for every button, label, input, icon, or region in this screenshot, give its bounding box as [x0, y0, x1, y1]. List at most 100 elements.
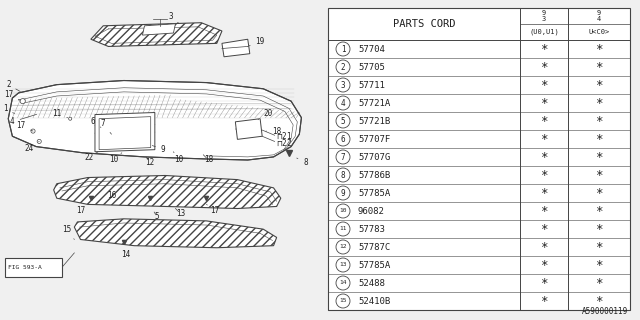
Text: 14: 14 — [339, 281, 347, 285]
Circle shape — [336, 204, 350, 218]
Polygon shape — [95, 113, 155, 152]
Text: 15: 15 — [339, 299, 347, 303]
Text: *: * — [595, 169, 603, 181]
Text: 57721A: 57721A — [358, 99, 390, 108]
Text: 9: 9 — [340, 188, 346, 197]
Text: 8: 8 — [340, 171, 346, 180]
Text: *: * — [595, 276, 603, 290]
Text: 10: 10 — [339, 209, 347, 213]
Text: 4: 4 — [340, 99, 346, 108]
Text: 57785A: 57785A — [358, 260, 390, 269]
Text: 13: 13 — [175, 208, 185, 218]
Text: 2: 2 — [6, 80, 20, 92]
Circle shape — [336, 258, 350, 272]
Polygon shape — [8, 81, 301, 160]
Polygon shape — [222, 39, 250, 57]
Text: 52488: 52488 — [358, 278, 385, 287]
Circle shape — [68, 117, 72, 120]
Text: *: * — [595, 78, 603, 92]
Text: PARTS CORD: PARTS CORD — [393, 19, 455, 29]
Text: $\sqcap$21: $\sqcap$21 — [276, 131, 292, 141]
Text: 57705: 57705 — [358, 62, 385, 71]
Circle shape — [336, 294, 350, 308]
Circle shape — [336, 132, 350, 146]
Text: (U0,U1): (U0,U1) — [529, 29, 559, 35]
Circle shape — [336, 114, 350, 128]
Text: 4: 4 — [10, 114, 36, 126]
Text: *: * — [540, 276, 548, 290]
Text: 3: 3 — [340, 81, 346, 90]
Text: 16: 16 — [107, 188, 122, 200]
Text: *: * — [595, 150, 603, 164]
Text: 22: 22 — [84, 152, 98, 163]
Text: U<C0>: U<C0> — [588, 29, 610, 35]
Text: *: * — [595, 115, 603, 127]
Text: 13: 13 — [339, 262, 347, 268]
Circle shape — [31, 129, 35, 133]
Circle shape — [336, 186, 350, 200]
Circle shape — [336, 42, 350, 56]
Circle shape — [20, 99, 26, 104]
Text: *: * — [595, 132, 603, 146]
Text: 2: 2 — [340, 62, 346, 71]
Text: 10: 10 — [109, 153, 122, 164]
Text: *: * — [540, 294, 548, 308]
Text: 17: 17 — [76, 204, 91, 215]
Text: 18: 18 — [266, 127, 281, 136]
Circle shape — [336, 222, 350, 236]
Text: *: * — [540, 169, 548, 181]
Text: 15: 15 — [63, 225, 74, 239]
Text: *: * — [595, 187, 603, 199]
Text: *: * — [540, 187, 548, 199]
Text: 24: 24 — [24, 141, 39, 153]
FancyBboxPatch shape — [5, 258, 62, 277]
Text: *: * — [540, 60, 548, 74]
Text: 17: 17 — [16, 121, 33, 131]
Text: *: * — [540, 222, 548, 236]
Text: FIG 593-A: FIG 593-A — [8, 265, 42, 270]
Text: *: * — [540, 259, 548, 271]
Text: 20: 20 — [258, 109, 273, 120]
Text: 9: 9 — [152, 145, 165, 154]
Text: 12: 12 — [145, 157, 154, 167]
Text: 5: 5 — [154, 212, 159, 221]
Text: *: * — [595, 97, 603, 109]
Text: 96082: 96082 — [358, 206, 385, 215]
Text: 7: 7 — [101, 119, 111, 134]
Text: A590000119: A590000119 — [582, 307, 628, 316]
Text: 11: 11 — [339, 227, 347, 231]
Text: 9
3: 9 3 — [542, 10, 546, 22]
Text: 1: 1 — [340, 44, 346, 53]
Polygon shape — [91, 23, 222, 46]
Circle shape — [336, 150, 350, 164]
Polygon shape — [74, 219, 276, 248]
Text: 9
4: 9 4 — [597, 10, 601, 22]
Text: 57783: 57783 — [358, 225, 385, 234]
Circle shape — [336, 96, 350, 110]
Circle shape — [336, 276, 350, 290]
Text: 57704: 57704 — [358, 44, 385, 53]
Circle shape — [336, 168, 350, 182]
Polygon shape — [54, 175, 281, 209]
Polygon shape — [143, 24, 175, 35]
Text: 12: 12 — [339, 244, 347, 250]
Circle shape — [336, 60, 350, 74]
Text: 3: 3 — [168, 12, 179, 23]
Text: 57711: 57711 — [358, 81, 385, 90]
Text: 19: 19 — [248, 37, 265, 46]
Text: 17: 17 — [4, 91, 20, 100]
Text: *: * — [540, 115, 548, 127]
Text: *: * — [595, 60, 603, 74]
Text: 6: 6 — [340, 134, 346, 143]
Text: *: * — [540, 97, 548, 109]
Text: 8: 8 — [297, 157, 308, 167]
Text: *: * — [595, 204, 603, 218]
Circle shape — [336, 240, 350, 254]
Text: 1: 1 — [3, 104, 15, 114]
Text: 7: 7 — [340, 153, 346, 162]
Text: *: * — [540, 78, 548, 92]
Text: $\sqcap$22: $\sqcap$22 — [276, 137, 292, 148]
Text: 57707F: 57707F — [358, 134, 390, 143]
Circle shape — [336, 78, 350, 92]
Text: 11: 11 — [52, 109, 68, 118]
